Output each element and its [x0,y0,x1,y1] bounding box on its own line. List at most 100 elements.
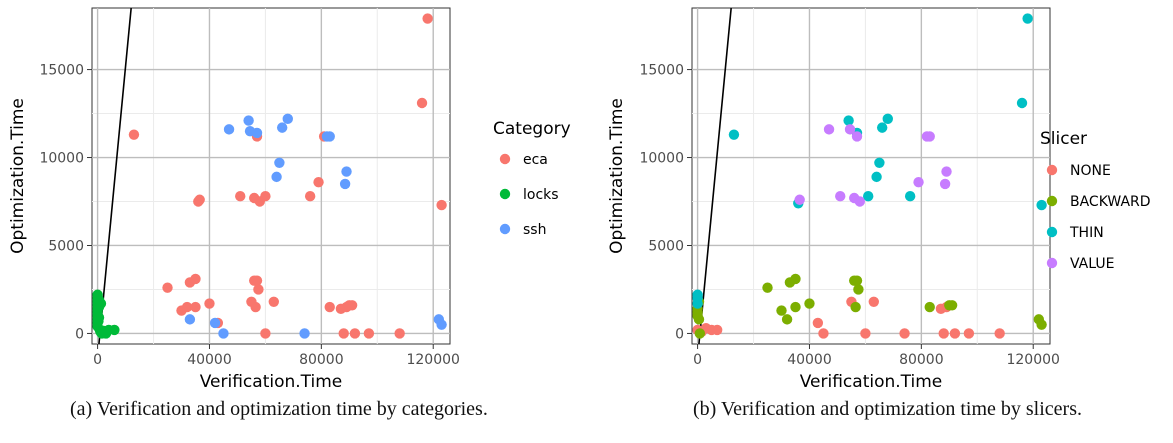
data-point-ssh [218,328,228,338]
data-point-eca [422,13,432,23]
y-tick-label: 10000 [39,151,84,167]
data-point-locks [109,325,119,335]
data-point-eca [364,328,374,338]
data-point-thin [729,129,739,139]
data-point-eca [269,297,279,307]
y-tick-label: 15000 [639,63,684,79]
data-point-value [855,196,865,206]
data-point-ssh [274,158,284,168]
data-point-none [964,328,974,338]
data-point-backward [695,328,705,338]
data-point-ssh [325,131,335,141]
data-point-backward [762,283,772,293]
legend-label-none: NONE [1070,163,1111,179]
data-point-ssh [224,124,234,134]
x-tick-label: 120000 [1006,352,1059,368]
data-point-ssh [283,114,293,124]
data-point-none [860,328,870,338]
data-point-eca [260,328,270,338]
x-ticks-b: 0 40000 80000 120000 [693,344,1060,368]
data-point-eca [252,275,262,285]
data-point-thin [692,298,702,308]
x-tick-label: 80000 [899,352,944,368]
data-point-eca [129,129,139,139]
data-point-eca [190,274,200,284]
x-tick-label: 80000 [299,352,344,368]
legend-key-ssh [500,224,510,234]
legend-key-backward [1047,196,1057,206]
data-point-value [925,131,935,141]
data-point-backward [804,298,814,308]
caption-a: (a) Verification and optimization time b… [70,398,488,421]
y-ticks-b: 050001000015000 [639,63,692,343]
data-point-eca [260,191,270,201]
x-axis-label-b: Verification.Time [800,372,943,392]
data-point-backward [852,275,862,285]
data-point-eca [325,302,335,312]
data-point-eca [250,302,260,312]
data-point-value [852,131,862,141]
data-point-thin [1017,98,1027,108]
y-tick-label: 0 [675,326,684,342]
data-point-none [950,328,960,338]
x-tick-label: 40000 [187,352,232,368]
legend-label-value: VALUE [1070,256,1114,272]
data-point-thin [871,172,881,182]
data-point-none [712,325,722,335]
y-axis-label-b: Optimization.Time [607,98,627,254]
data-point-ssh [243,115,253,125]
data-point-thin [874,158,884,168]
legend-key-thin [1047,227,1057,237]
data-point-backward [782,314,792,324]
data-point-thin [883,114,893,124]
data-point-thin [1022,13,1032,23]
data-point-thin [905,191,915,201]
y-axis-label-a: Optimization.Time [8,98,28,254]
legend-key-none [1047,165,1057,175]
data-point-none [994,328,1004,338]
legend-b: Slicer NONE BACKWARD THIN VALUE [1040,129,1151,272]
data-point-eca [235,191,245,201]
data-point-eca [253,284,263,294]
data-point-ssh [436,319,446,329]
data-point-backward [1036,319,1046,329]
y-tick-label: 10000 [639,151,684,167]
data-point-eca [339,328,349,338]
legend-label-thin: THIN [1069,225,1104,241]
chart-a: 0 40000 80000 120000 0 5000 10000 15000 Verifi… [0,0,585,395]
data-point-ssh [210,318,220,328]
chart-b: 0 40000 80000 120000 0 5000 10000 15000 Verifi… [585,0,1173,395]
y-tick-label: 0 [75,326,84,342]
legend-label-eca: eca [523,152,548,168]
data-point-none [899,328,909,338]
data-point-eca [350,328,360,338]
legend-label-locks: locks [523,187,559,203]
data-point-eca [394,328,404,338]
legend-key-value [1047,258,1057,268]
data-point-backward [850,302,860,312]
data-point-locks [93,316,103,326]
data-point-value [941,166,951,176]
data-point-backward [925,302,935,312]
x-axis-label-a: Verification.Time [200,372,343,392]
data-point-eca [194,195,204,205]
data-point-backward [853,284,863,294]
legend-key-eca [500,154,510,164]
data-point-value [940,179,950,189]
legend-title-b: Slicer [1040,129,1087,149]
x-tick-label: 40000 [787,352,832,368]
data-point-eca [204,298,214,308]
data-point-eca [305,191,315,201]
data-point-none [818,328,828,338]
data-point-eca [347,300,357,310]
data-point-ssh [277,122,287,132]
data-point-ssh [271,172,281,182]
data-point-none [939,328,949,338]
data-point-backward [947,300,957,310]
data-point-value [913,177,923,187]
data-point-locks [96,298,106,308]
plot-area-a [92,8,450,344]
data-point-thin [877,122,887,132]
data-point-ssh [299,328,309,338]
x-tick-label: 0 [93,352,102,368]
